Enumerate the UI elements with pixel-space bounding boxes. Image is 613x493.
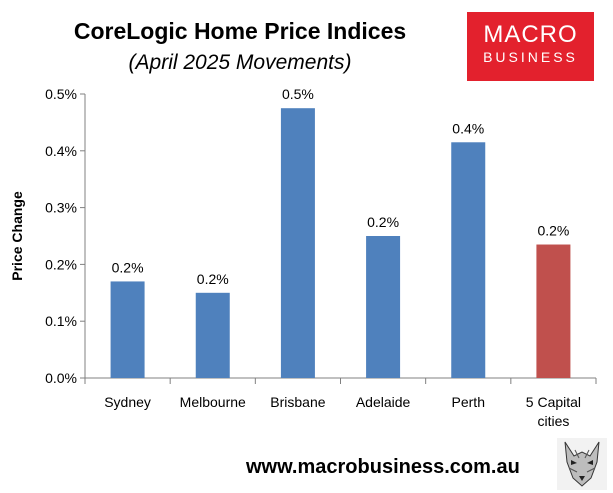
y-tick-label: 0.3%	[45, 200, 77, 216]
x-tick-label: Sydney	[104, 394, 151, 410]
data-label: 0.4%	[452, 120, 484, 136]
x-tick-label: Melbourne	[180, 394, 246, 410]
bar	[280, 108, 315, 378]
footer-url[interactable]: www.macrobusiness.com.au	[246, 456, 520, 478]
y-tick-label: 0.4%	[45, 143, 77, 159]
bar	[366, 236, 401, 378]
x-tick-label: Adelaide	[356, 394, 411, 410]
data-label: 0.2%	[537, 223, 569, 239]
logo-line-1: MACRO	[483, 21, 578, 48]
y-tick-label: 0.2%	[45, 256, 77, 272]
wolf-logo-icon	[557, 438, 607, 490]
x-tick-label: Brisbane	[270, 394, 325, 410]
y-axis-title: Price Change	[9, 191, 25, 281]
bar	[195, 292, 230, 378]
bar	[110, 281, 145, 378]
y-tick-label: 0.5%	[45, 86, 77, 102]
x-tick-label: 5 Capital	[526, 394, 581, 410]
bar	[451, 142, 486, 378]
bar	[536, 244, 571, 378]
x-tick-label: cities	[537, 413, 569, 429]
x-tick-label: Perth	[452, 394, 485, 410]
macro-business-logo[interactable]: MACRO BUSINESS	[467, 12, 594, 81]
chart-title: CoreLogic Home Price Indices	[73, 18, 407, 44]
logo-line-2: BUSINESS	[483, 49, 578, 65]
data-label: 0.2%	[367, 214, 399, 230]
data-label: 0.5%	[282, 86, 314, 102]
y-tick-label: 0.0%	[45, 370, 77, 386]
data-label: 0.2%	[197, 271, 229, 287]
chart-subtitle: (April 2025 Movements)	[128, 51, 352, 74]
data-label: 0.2%	[112, 259, 144, 275]
y-tick-label: 0.1%	[45, 313, 77, 329]
